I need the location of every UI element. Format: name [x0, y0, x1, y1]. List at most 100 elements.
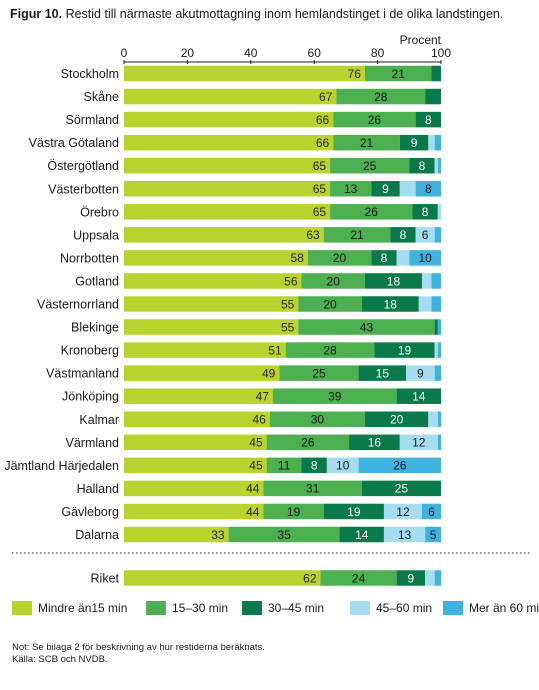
bar-segment [390, 227, 416, 243]
data-label: 33 [211, 528, 225, 542]
data-label: 8 [400, 228, 407, 242]
bar-segment [415, 227, 435, 243]
bar-segment [330, 204, 413, 220]
data-label: 26 [393, 459, 407, 473]
legend-item: 30–45 min [242, 601, 324, 615]
bar-segment [399, 134, 429, 151]
x-tick-label: 100 [431, 46, 451, 60]
data-label: 18 [384, 297, 398, 311]
legend-label: 45–60 min [376, 601, 433, 615]
bar-segment [415, 111, 441, 128]
bar-segment [266, 434, 350, 451]
legend-label: Mer än 60 min [469, 601, 539, 615]
category-label: Jämtland Härjedalen [4, 459, 119, 473]
bar-segment [396, 388, 441, 404]
bar-segment [428, 411, 438, 427]
category-label: Västernorrland [37, 298, 119, 312]
bar-segment [358, 457, 441, 474]
category-label: Stockholm [61, 67, 119, 81]
category-label: Norrbotten [60, 251, 119, 265]
bar-segment [437, 157, 441, 174]
bar-segment [124, 503, 264, 520]
data-label: 46 [252, 413, 266, 427]
legend-swatch [242, 601, 262, 615]
bar-segment [425, 88, 441, 105]
data-label: 13 [344, 182, 358, 196]
data-label: 65 [313, 182, 327, 196]
bar-segment [364, 65, 432, 82]
data-label: 62 [303, 571, 317, 585]
bar-segment [333, 111, 416, 128]
data-label: 24 [352, 571, 366, 585]
data-label: 39 [328, 390, 342, 404]
data-label: 49 [262, 366, 276, 380]
legend-label: 15–30 min [172, 601, 229, 615]
category-label: Kronoberg [61, 344, 119, 358]
figure-label: Figur 10. [10, 7, 63, 21]
bar-segment [409, 250, 441, 266]
bar-segment [434, 134, 441, 151]
bar-segment [396, 570, 426, 586]
bar-segment [266, 457, 302, 474]
bar-segment [124, 181, 331, 197]
bar-segment [330, 181, 372, 197]
category-label: Riket [91, 572, 120, 586]
bar-segment [431, 296, 441, 312]
data-label: 26 [368, 113, 382, 127]
category-label: Blekinge [71, 321, 119, 335]
bar-segment [339, 526, 384, 543]
legend-swatch [443, 601, 463, 615]
x-tick-label: 20 [181, 46, 195, 60]
bar-segment [434, 342, 438, 358]
bar-segment [124, 157, 331, 174]
data-label: 19 [398, 343, 412, 357]
category-label: Örebro [80, 205, 119, 219]
bar-segment [263, 503, 324, 520]
bar-segment [124, 134, 334, 151]
data-label: 25 [395, 482, 409, 496]
data-label: 5 [430, 528, 437, 542]
bar-segment [437, 319, 441, 335]
bar-segment [434, 157, 438, 174]
bar-segment [124, 342, 286, 358]
data-label: 20 [390, 413, 404, 427]
bar-segment [371, 250, 397, 266]
data-label: 20 [327, 274, 341, 288]
data-label: 26 [301, 436, 315, 450]
data-label: 21 [392, 67, 406, 81]
data-label: 55 [281, 297, 295, 311]
data-label: 28 [374, 90, 388, 104]
bar-segment [124, 296, 299, 312]
bar-segment [263, 480, 362, 497]
bar-segment [437, 204, 441, 220]
bar-segment [437, 411, 441, 427]
bar-segment [298, 296, 362, 312]
bar-segment [336, 88, 426, 105]
bar-segment [124, 65, 365, 82]
legend-label: Mindre än15 min [38, 601, 128, 615]
data-label: 55 [281, 320, 295, 334]
note-text: Not: Se bilaga 2 för beskrivning av hur … [12, 642, 265, 653]
bar-segment [406, 365, 435, 381]
data-label: 30 [311, 413, 325, 427]
bar-segment [364, 273, 422, 289]
data-label: 10 [418, 251, 432, 265]
bar-segment [434, 319, 438, 335]
bar-segment [418, 296, 432, 312]
bar-segment [415, 181, 441, 197]
data-label: 26 [365, 205, 379, 219]
data-label: 6 [428, 505, 435, 519]
data-label: 51 [268, 343, 282, 357]
bar-segment [333, 134, 400, 151]
category-label: Västerbotten [48, 182, 119, 196]
figure-title: Figur 10. Restid till närmaste akutmotta… [10, 7, 503, 21]
data-label: 14 [355, 528, 369, 542]
x-tick-label: 0 [121, 46, 128, 60]
data-label: 9 [408, 571, 415, 585]
bar-segment [396, 250, 410, 266]
data-label: 67 [319, 90, 333, 104]
bar-segment [399, 181, 416, 197]
bar-segment [124, 457, 267, 474]
category-label: Gävleborg [61, 505, 119, 519]
legend-swatch [12, 601, 32, 615]
